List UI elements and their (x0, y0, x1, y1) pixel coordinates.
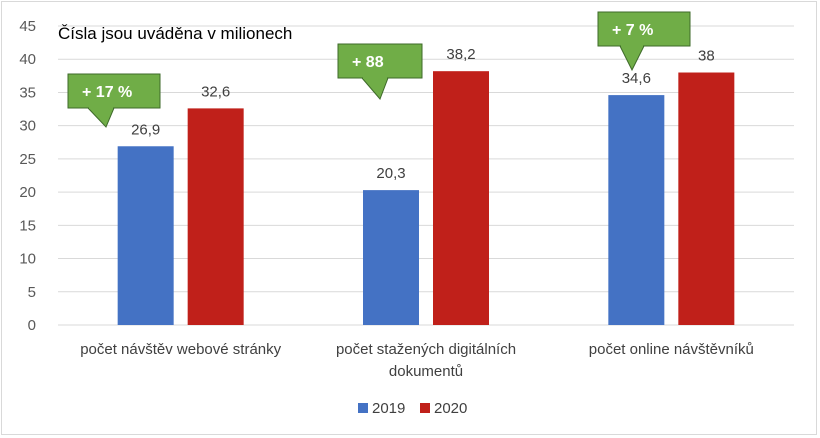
data-label: 34,6 (622, 70, 651, 87)
callout-tail (619, 45, 645, 72)
x-axis: počet návštěv webové stránky počet stažen… (80, 341, 754, 380)
y-axis: 0 5 10 15 20 25 30 35 40 45 (19, 18, 36, 334)
bar-2020 (678, 72, 735, 325)
callout-bubble: + 17 % (67, 73, 161, 128)
callout-tail (360, 77, 389, 100)
x-category-label: dokumentů (389, 363, 463, 380)
callout-text: + 88 (352, 54, 384, 71)
callout-text: + 7 % (612, 22, 653, 39)
y-tick-label: 0 (28, 317, 36, 334)
callout-text: + 17 % (82, 84, 132, 101)
callouts: + 17 % + 88 + 7 % (67, 11, 691, 128)
x-category-label: počet návštěv webové stránky (80, 341, 281, 358)
data-label: 26,9 (131, 121, 160, 138)
y-tick-label: 5 (28, 284, 36, 301)
bar-2019 (363, 190, 419, 325)
bars (117, 71, 735, 325)
data-label: 20,3 (376, 165, 405, 182)
legend-swatch-2020 (420, 403, 430, 413)
callout-bubble: + 7 % (597, 11, 691, 72)
y-tick-label: 30 (19, 118, 36, 135)
data-labels: 26,9 32,6 20,3 38,2 34,6 38 (131, 46, 715, 182)
y-tick-label: 35 (19, 84, 36, 101)
y-tick-label: 25 (19, 151, 36, 168)
callout-box (67, 73, 161, 109)
y-tick-label: 20 (19, 184, 36, 201)
data-label: 32,6 (201, 83, 230, 100)
y-tick-label: 10 (19, 251, 36, 268)
chart-note: Čísla jsou uváděna v milionech (58, 24, 292, 43)
y-tick-label: 40 (19, 51, 36, 68)
callout-tail (86, 107, 115, 128)
bar-2019 (608, 95, 665, 325)
x-category-label: počet stažených digitálních (336, 341, 516, 358)
legend-label: 2020 (434, 400, 467, 417)
y-tick-label: 15 (19, 217, 36, 234)
callout-box (597, 11, 691, 47)
y-tick-label: 45 (19, 18, 36, 35)
callout-bubble: + 88 (337, 43, 423, 100)
bar-2019 (117, 146, 174, 325)
bar-2020 (187, 108, 244, 325)
x-category-label: počet online návštěvníků (589, 341, 754, 358)
legend: 2019 2020 (358, 400, 467, 417)
data-label: 38 (698, 48, 715, 65)
bar-2020 (433, 71, 489, 325)
legend-label: 2019 (372, 400, 405, 417)
data-label: 38,2 (446, 46, 475, 63)
legend-swatch-2019 (358, 403, 368, 413)
